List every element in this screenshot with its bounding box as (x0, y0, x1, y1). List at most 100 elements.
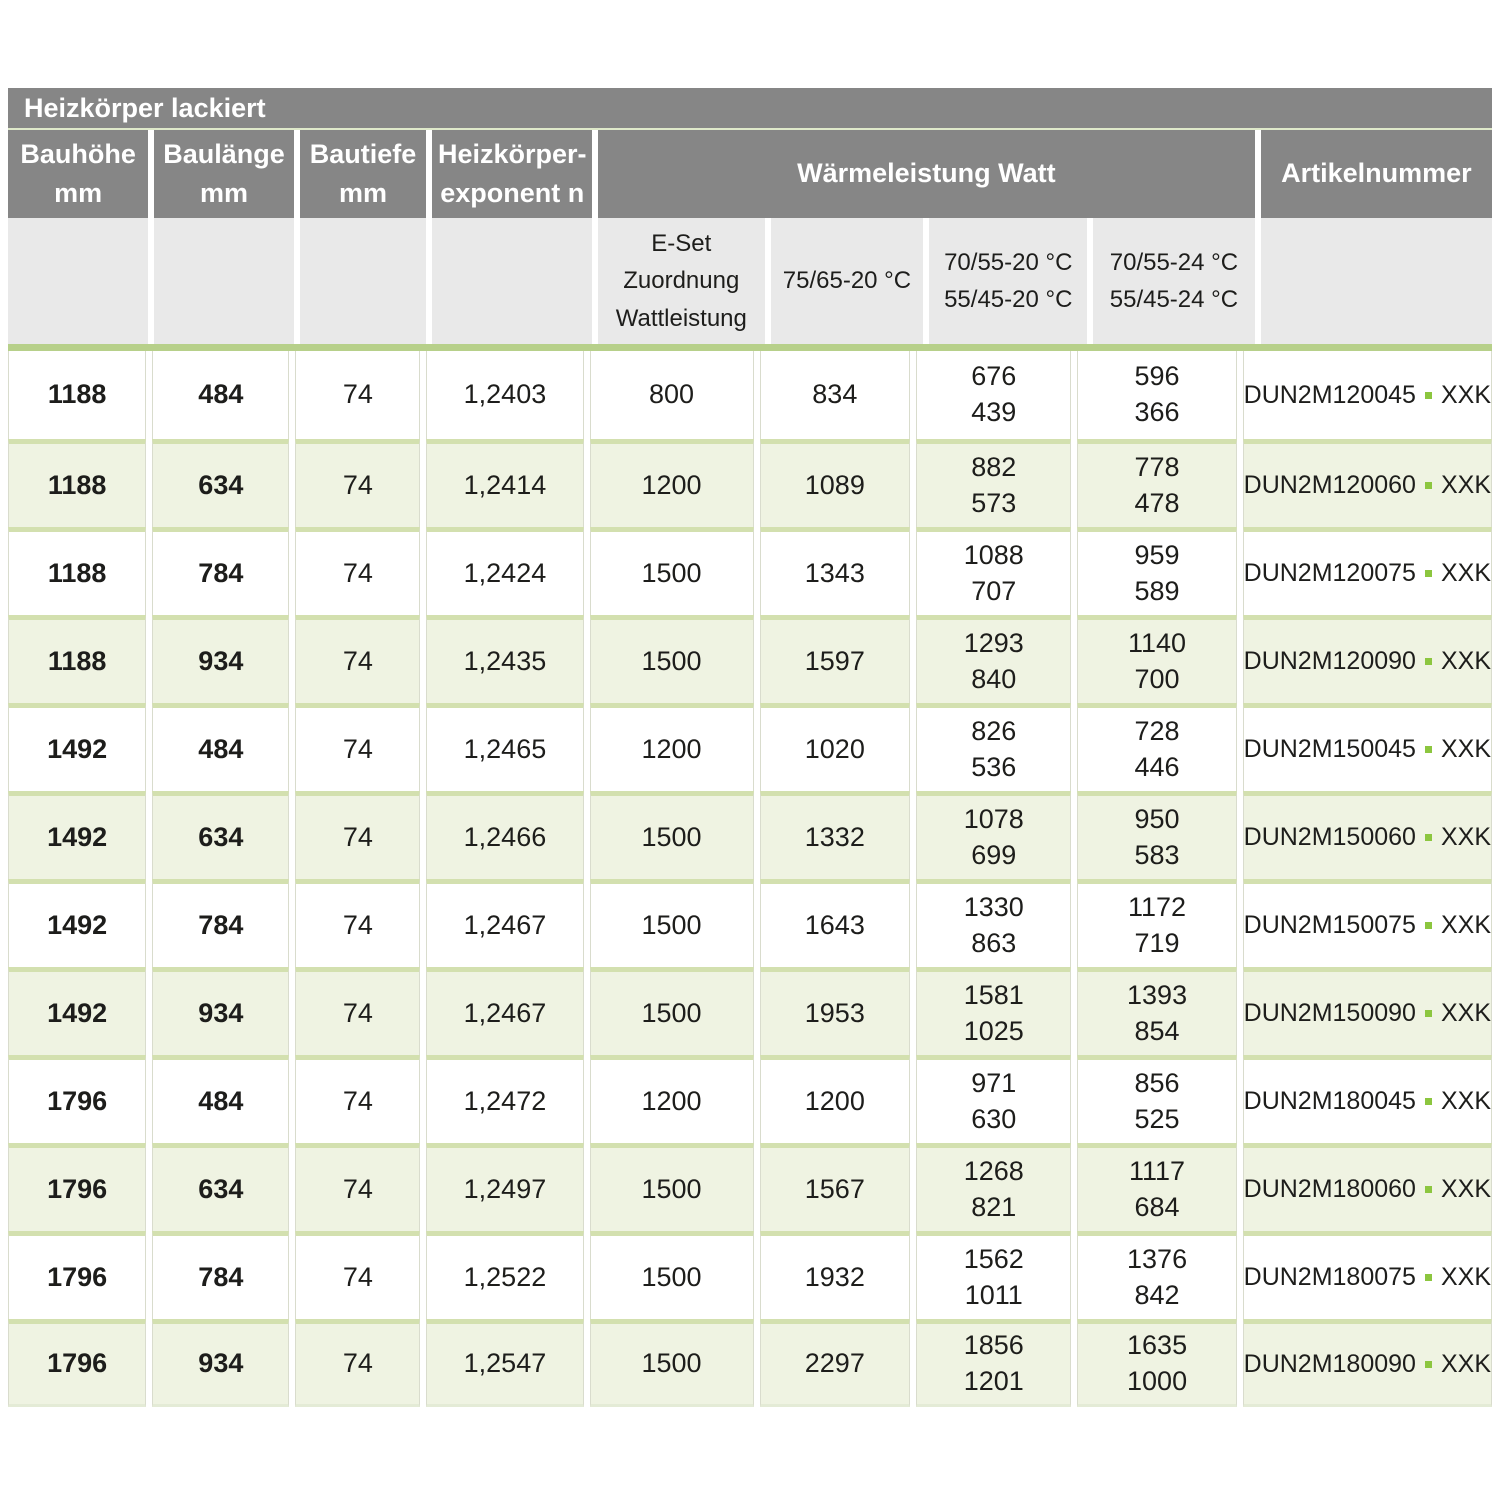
cell-baulaenge: 934 (152, 967, 290, 1055)
cell-artikelnummer: DUN2M180090 XXK (1242, 1319, 1492, 1407)
artikel-code: DUN2M150075 (1243, 911, 1416, 939)
cell-eset-wattleistung: 1500 (589, 879, 754, 967)
cell-bautiefe: 74 (295, 1055, 421, 1143)
artikel-code: DUN2M150045 (1243, 735, 1416, 763)
cell-artikelnummer: DUN2M150090 XXK (1242, 967, 1492, 1055)
col-header-waermeleistung: Wärmeleistung Watt (598, 130, 1255, 218)
cell-baulaenge: 634 (152, 791, 290, 879)
cell-bauhoehe: 1492 (8, 791, 147, 879)
artikel-code: DUN2M150060 (1243, 823, 1416, 851)
cell-watt-75-65-20: 1089 (759, 439, 911, 527)
cell-watt-75-65-20: 1332 (759, 791, 911, 879)
artikel-suffix: XXK (1440, 471, 1491, 499)
cell-watt-70-55-20: 826 536 (916, 703, 1072, 791)
cell-exponent: 1,2467 (426, 879, 584, 967)
cell-baulaenge: 634 (152, 439, 290, 527)
cell-bautiefe: 74 (295, 1143, 421, 1231)
cell-bautiefe: 74 (295, 615, 421, 703)
cell-exponent: 1,2424 (426, 527, 584, 615)
cell-bautiefe: 74 (295, 1319, 421, 1407)
cell-watt-70-55-20: 676 439 (916, 351, 1072, 439)
cell-bauhoehe: 1492 (8, 703, 147, 791)
subheader-75-65-20: 75/65-20 °C (770, 218, 924, 344)
cell-artikelnummer: DUN2M120075 XXK (1242, 527, 1492, 615)
cell-baulaenge: 784 (152, 1231, 290, 1319)
green-dot-icon (1424, 1360, 1432, 1368)
cell-watt-75-65-20: 1953 (759, 967, 911, 1055)
cell-watt-75-65-20: 1932 (759, 1231, 911, 1319)
cell-watt-70-55-24: 1393 854 (1077, 967, 1237, 1055)
cell-eset-wattleistung: 1500 (589, 1143, 754, 1231)
cell-eset-wattleistung: 1500 (589, 615, 754, 703)
green-dot-icon (1424, 658, 1432, 665)
artikel-suffix: XXK (1440, 1349, 1491, 1378)
cell-exponent: 1,2435 (426, 615, 584, 703)
artikel-code: DUN2M120060 (1243, 471, 1416, 499)
table-row: 1188 934 74 1,2435 1500 1597 1293 840 11… (8, 615, 1492, 703)
cell-bauhoehe: 1188 (8, 527, 147, 615)
artikel-code: DUN2M180075 (1243, 1263, 1416, 1291)
cell-watt-70-55-24: 596 366 (1077, 351, 1237, 439)
cell-eset-wattleistung: 1500 (589, 527, 754, 615)
cell-watt-70-55-20: 1078 699 (916, 791, 1072, 879)
table-row: 1492 934 74 1,2467 1500 1953 1581 1025 1… (8, 967, 1492, 1055)
artikel-suffix: XXK (1440, 380, 1491, 409)
cell-watt-75-65-20: 1020 (759, 703, 911, 791)
cell-baulaenge: 934 (152, 1319, 290, 1407)
table-row: 1492 634 74 1,2466 1500 1332 1078 699 95… (8, 791, 1492, 879)
cell-watt-70-55-24: 950 583 (1077, 791, 1237, 879)
artikel-code: DUN2M180090 (1243, 1349, 1416, 1378)
cell-eset-wattleistung: 1200 (589, 439, 754, 527)
cell-bauhoehe: 1492 (8, 879, 147, 967)
artikel-suffix: XXK (1440, 559, 1491, 587)
green-dot-icon (1424, 570, 1432, 577)
cell-artikelnummer: DUN2M150075 XXK (1242, 879, 1492, 967)
cell-bauhoehe: 1188 (8, 351, 147, 439)
table-row: 1796 784 74 1,2522 1500 1932 1562 1011 1… (8, 1231, 1492, 1319)
green-dot-icon (1424, 746, 1432, 753)
cell-bautiefe: 74 (295, 1231, 421, 1319)
green-dot-icon (1424, 834, 1432, 841)
cell-eset-wattleistung: 1500 (589, 791, 754, 879)
cell-exponent: 1,2466 (426, 791, 584, 879)
subheader-eset: E-Set Zuordnung Wattleistung (598, 218, 765, 344)
cell-eset-wattleistung: 1500 (589, 1319, 754, 1407)
cell-watt-70-55-24: 856 525 (1077, 1055, 1237, 1143)
cell-bautiefe: 74 (295, 791, 421, 879)
green-dot-icon (1424, 1186, 1432, 1193)
cell-baulaenge: 484 (152, 703, 290, 791)
artikel-code: DUN2M180045 (1243, 1087, 1416, 1115)
cell-bauhoehe: 1188 (8, 439, 147, 527)
cell-watt-70-55-20: 971 630 (916, 1055, 1072, 1143)
artikel-suffix: XXK (1440, 735, 1491, 763)
cell-bauhoehe: 1796 (8, 1055, 147, 1143)
cell-eset-wattleistung: 1500 (589, 1231, 754, 1319)
cell-eset-wattleistung: 1200 (589, 703, 754, 791)
cell-watt-75-65-20: 834 (759, 351, 911, 439)
table-row: 1492 784 74 1,2467 1500 1643 1330 863 11… (8, 879, 1492, 967)
cell-bautiefe: 74 (295, 527, 421, 615)
subheader-70-55-24: 70/55-24 °C 55/45-24 °C (1093, 218, 1255, 344)
cell-artikelnummer: DUN2M150045 XXK (1242, 703, 1492, 791)
subheader-row: E-Set Zuordnung Wattleistung 75/65-20 °C… (8, 218, 1492, 344)
col-header-artikelnummer: Artikelnummer (1260, 130, 1492, 218)
header-row: Bauhöhe mm Baulänge mm Bautiefe mm Heizk… (8, 130, 1492, 218)
col-header-exponent: Heizkörper- exponent n (432, 130, 593, 218)
col-header-baulaenge: Baulänge mm (154, 130, 294, 218)
cell-artikelnummer: DUN2M150060 XXK (1242, 791, 1492, 879)
cell-watt-75-65-20: 1597 (759, 615, 911, 703)
table-row: 1796 634 74 1,2497 1500 1567 1268 821 11… (8, 1143, 1492, 1231)
cell-bauhoehe: 1492 (8, 967, 147, 1055)
cell-baulaenge: 634 (152, 1143, 290, 1231)
artikel-code: DUN2M150090 (1243, 999, 1416, 1027)
cell-eset-wattleistung: 1500 (589, 967, 754, 1055)
table-row: 1796 484 74 1,2472 1200 1200 971 630 856… (8, 1055, 1492, 1143)
cell-baulaenge: 784 (152, 527, 290, 615)
cell-baulaenge: 934 (152, 615, 290, 703)
artikel-code: DUN2M120075 (1243, 559, 1416, 587)
green-dot-icon (1424, 1098, 1432, 1105)
cell-eset-wattleistung: 1200 (589, 1055, 754, 1143)
col-header-bautiefe: Bautiefe mm (299, 130, 427, 218)
cell-watt-70-55-24: 1117 684 (1077, 1143, 1237, 1231)
